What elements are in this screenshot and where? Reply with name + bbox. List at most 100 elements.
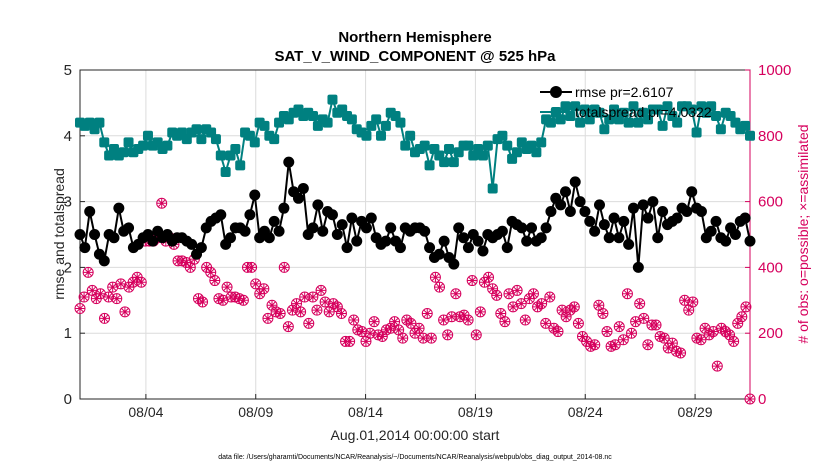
obs-assimilated-marker	[487, 283, 498, 294]
obs-assimilated-marker	[87, 285, 98, 296]
obs-assimilated-marker	[119, 306, 130, 317]
rmse-point	[297, 182, 309, 194]
rmse-point	[647, 196, 659, 208]
obs-assimilated-marker	[495, 308, 506, 319]
rmse-point	[637, 199, 649, 211]
rmse-point	[380, 235, 392, 247]
obs-assimilated-marker	[267, 300, 278, 311]
obs-assimilated-marker	[512, 285, 523, 296]
rmse-point	[394, 242, 406, 254]
obs-assimilated-marker	[463, 315, 474, 326]
totalspread-point	[497, 130, 508, 141]
obs-assimilated-marker	[520, 315, 531, 326]
obs-point	[658, 332, 670, 344]
totalspread-point	[259, 120, 270, 131]
obs-assimilated-marker	[205, 267, 216, 278]
rmse-point	[613, 232, 625, 244]
rmse-point	[574, 196, 586, 208]
obs-point	[650, 319, 662, 331]
obs-point	[617, 334, 629, 346]
obs-point	[135, 276, 147, 288]
obs-assimilated-marker	[356, 326, 367, 337]
obs-point	[78, 291, 90, 303]
obs-assimilated-marker	[540, 318, 551, 329]
obs-assimilated-marker	[320, 296, 331, 307]
obs-point	[609, 339, 621, 351]
obs-point	[425, 332, 437, 344]
obs-assimilated-marker	[475, 306, 486, 317]
obs-point	[744, 393, 756, 405]
obs-assimilated-marker	[483, 272, 494, 283]
obs-assimilated-marker	[626, 328, 637, 339]
obs-assimilated-marker	[136, 277, 147, 288]
obs-point	[634, 298, 646, 310]
obs-assimilated-marker	[618, 334, 629, 345]
obs-assimilated-marker	[283, 321, 294, 332]
rmse-point	[147, 235, 159, 247]
obs-point	[311, 304, 323, 316]
obs-assimilated-marker	[222, 282, 233, 293]
obs-point	[511, 284, 523, 296]
obs-assimilated-marker	[724, 329, 735, 340]
totalspread-point	[191, 124, 202, 135]
obs-assimilated-marker	[552, 326, 563, 337]
obs-point	[572, 317, 584, 329]
obs-assimilated-marker	[234, 293, 245, 304]
obs-point	[626, 327, 638, 339]
rmse-point	[657, 205, 669, 217]
obs-point	[568, 301, 580, 313]
obs-point	[442, 329, 454, 341]
obs-point	[421, 307, 433, 319]
obs-assimilated-marker	[671, 346, 682, 357]
x-axis-ticks: 08/04 08/09 08/14 08/19 08/24 08/29	[128, 394, 713, 420]
obs-point	[470, 329, 482, 341]
obs-assimilated-marker	[201, 262, 212, 273]
obs-assimilated-marker	[185, 262, 196, 273]
totalspread-point	[376, 130, 387, 141]
x-axis-label: Aug.01,2014 00:00:00 start	[331, 427, 500, 443]
obs-assimilated-marker	[316, 285, 327, 296]
obs-point	[250, 278, 262, 290]
obs-assimilated-marker	[197, 296, 208, 307]
obs-assimilated-marker	[450, 288, 461, 299]
obs-point	[519, 314, 531, 326]
obs-point	[119, 306, 131, 318]
rmse-point	[744, 235, 756, 247]
series-layer	[74, 94, 756, 405]
obs-assimilated-marker	[418, 333, 429, 344]
obs-assimilated-marker	[528, 288, 539, 299]
rmse-point	[598, 219, 610, 231]
obs-assimilated-marker	[389, 316, 400, 327]
obs-assimilated-marker	[295, 306, 306, 317]
obs-assimilated-marker	[377, 331, 388, 342]
obs-assimilated-marker	[459, 310, 470, 321]
obs-assimilated-marker	[91, 293, 102, 304]
obs-assimilated-marker	[597, 308, 608, 319]
obs-point	[515, 298, 527, 310]
rmse-point	[627, 202, 639, 214]
obs-point	[597, 307, 609, 319]
obs-assimilated-marker	[606, 341, 617, 352]
rmse-point	[74, 229, 86, 240]
obs-assimilated-marker	[365, 328, 376, 339]
rmse-point	[545, 205, 557, 217]
y-axis-left-ticks: 0 1 2 3 4 5	[64, 62, 85, 408]
y-axis-right-ticks: 0 200 400 600 800 1000	[745, 62, 791, 408]
obs-assimilated-marker	[213, 293, 224, 304]
obs-assimilated-marker	[695, 334, 706, 345]
obs-assimilated-marker	[593, 300, 604, 311]
obs-point	[642, 339, 654, 351]
y-right-tick-label: 600	[758, 194, 783, 211]
rmse-point	[249, 189, 261, 201]
obs-assimilated-marker	[614, 321, 625, 332]
rmse-point	[589, 225, 601, 237]
y-left-tick-label: 0	[64, 391, 72, 408]
rmse-point	[603, 232, 615, 244]
obs-point	[278, 261, 290, 273]
rmse-point	[283, 156, 295, 168]
obs-point	[613, 321, 625, 333]
obs-point	[356, 326, 368, 338]
rmse-point	[292, 192, 304, 204]
obs-assimilated-marker	[336, 308, 347, 319]
rmse-point	[681, 205, 693, 217]
